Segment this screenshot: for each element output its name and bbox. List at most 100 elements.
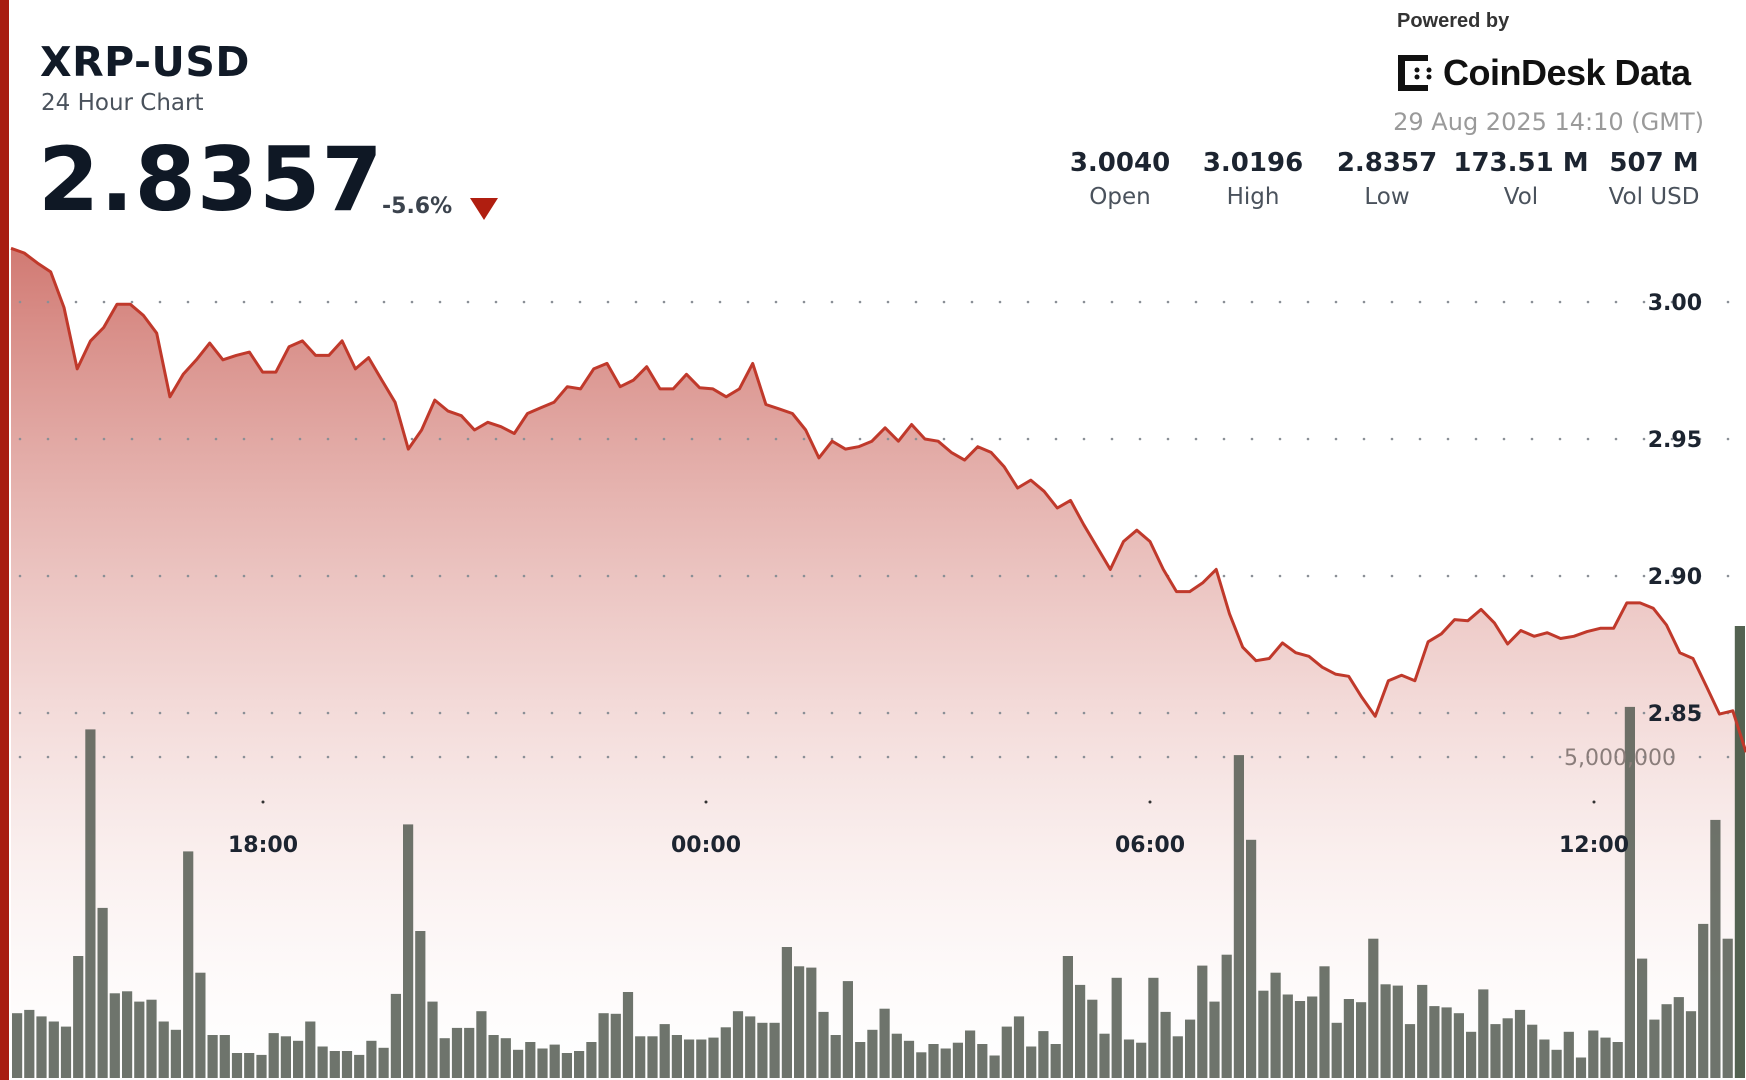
- grid-dot: [1278, 437, 1282, 441]
- grid-dot: [1278, 711, 1282, 715]
- y-tick-label: 2.90: [1648, 565, 1702, 590]
- grid-dot: [690, 437, 694, 441]
- grid-dot: [466, 574, 470, 578]
- volume-bar: [806, 967, 817, 1078]
- grid-dot: [46, 755, 50, 759]
- grid-dot: [1250, 755, 1254, 759]
- grid-dot: [1026, 437, 1030, 441]
- grid-dot: [1390, 755, 1394, 759]
- grid-dot: [858, 437, 862, 441]
- volume-bar: [354, 1054, 365, 1078]
- volume-bar: [1111, 977, 1122, 1078]
- grid-dot: [18, 300, 22, 304]
- grid-dot: [550, 755, 554, 759]
- grid-dot: [662, 711, 666, 715]
- grid-dot: [1642, 437, 1646, 441]
- grid-dot: [606, 437, 610, 441]
- volume-bar: [1612, 1042, 1623, 1078]
- volume-bar: [1013, 1016, 1025, 1078]
- volume-bar: [586, 1042, 597, 1078]
- volume-bar: [390, 993, 401, 1078]
- grid-dot: [242, 711, 246, 715]
- volume-bar: [451, 1027, 463, 1078]
- grid-dot: [1026, 300, 1030, 304]
- x-tick-label: 06:00: [1115, 833, 1185, 858]
- grid-dot: [214, 437, 218, 441]
- stat-vol-usd: 507 M Vol USD: [1584, 148, 1724, 210]
- volume-bar: [794, 966, 805, 1078]
- grid-dot: [1222, 711, 1226, 715]
- volume-bar: [1307, 996, 1318, 1078]
- volume-bar: [720, 1027, 731, 1078]
- grid-dot: [578, 574, 582, 578]
- volume-bar: [1698, 923, 1709, 1078]
- volume-bar: [439, 1038, 450, 1078]
- grid-dot: [914, 574, 918, 578]
- grid-dot: [970, 711, 974, 715]
- grid-dot: [186, 574, 190, 578]
- grid-dot: [1698, 755, 1702, 759]
- volume-bar: [219, 1035, 230, 1078]
- volume-bar: [1001, 1026, 1012, 1078]
- grid-dot: [1082, 755, 1086, 759]
- grid-dot: [830, 711, 834, 715]
- volume-bar: [183, 851, 194, 1078]
- grid-dot: [774, 755, 778, 759]
- grid-dot: [410, 574, 414, 578]
- grid-dot: [690, 574, 694, 578]
- grid-dot: [606, 574, 610, 578]
- grid-dot: [858, 711, 862, 715]
- volume-bar: [1087, 999, 1098, 1078]
- grid-dot: [1530, 300, 1534, 304]
- grid-dot: [690, 755, 694, 759]
- grid-dot: [774, 300, 778, 304]
- volume-bar: [1038, 1031, 1049, 1078]
- grid-dot: [1334, 574, 1338, 578]
- grid-dot: [298, 711, 302, 715]
- grid-dot: [1502, 755, 1506, 759]
- grid-dot: [578, 755, 582, 759]
- grid-dot: [690, 300, 694, 304]
- volume-bar: [622, 992, 634, 1078]
- grid-dot: [1194, 437, 1198, 441]
- grid-dot: [662, 300, 666, 304]
- grid-dot: [438, 437, 442, 441]
- grid-dot: [1502, 300, 1506, 304]
- grid-dot: [914, 300, 918, 304]
- grid-dot: [494, 437, 498, 441]
- grid-dot: [746, 711, 750, 715]
- grid-dot: [858, 574, 862, 578]
- grid-dot: [1502, 574, 1506, 578]
- volume-bar: [73, 956, 84, 1078]
- grid-dot: [1334, 300, 1338, 304]
- grid-dot: [1586, 755, 1590, 759]
- volume-bar: [745, 1016, 756, 1078]
- x-tick-mark: [261, 800, 265, 804]
- grid-dot: [438, 711, 442, 715]
- stat-label: Open: [1089, 184, 1151, 210]
- grid-dot: [1110, 711, 1114, 715]
- grid-dot: [1082, 300, 1086, 304]
- grid-dot: [1166, 300, 1170, 304]
- grid-dot: [1306, 755, 1310, 759]
- grid-dot: [382, 755, 386, 759]
- volume-bar: [1356, 1002, 1367, 1078]
- grid-dot: [1530, 437, 1534, 441]
- volume-bar: [1148, 977, 1159, 1078]
- grid-dot: [1278, 300, 1282, 304]
- grid-dot: [942, 437, 946, 441]
- grid-dot: [578, 300, 582, 304]
- grid-dot: [1362, 300, 1366, 304]
- volume-bar: [1710, 819, 1721, 1078]
- volume-bar: [525, 1042, 536, 1078]
- volume-bar: [122, 991, 133, 1078]
- grid-dot: [1222, 755, 1226, 759]
- grid-dot: [690, 711, 694, 715]
- grid-dot: [802, 755, 806, 759]
- grid-dot: [1306, 574, 1310, 578]
- grid-dot: [718, 711, 722, 715]
- volume-bar: [1258, 990, 1269, 1078]
- grid-dot: [606, 300, 610, 304]
- grid-dot: [1054, 711, 1058, 715]
